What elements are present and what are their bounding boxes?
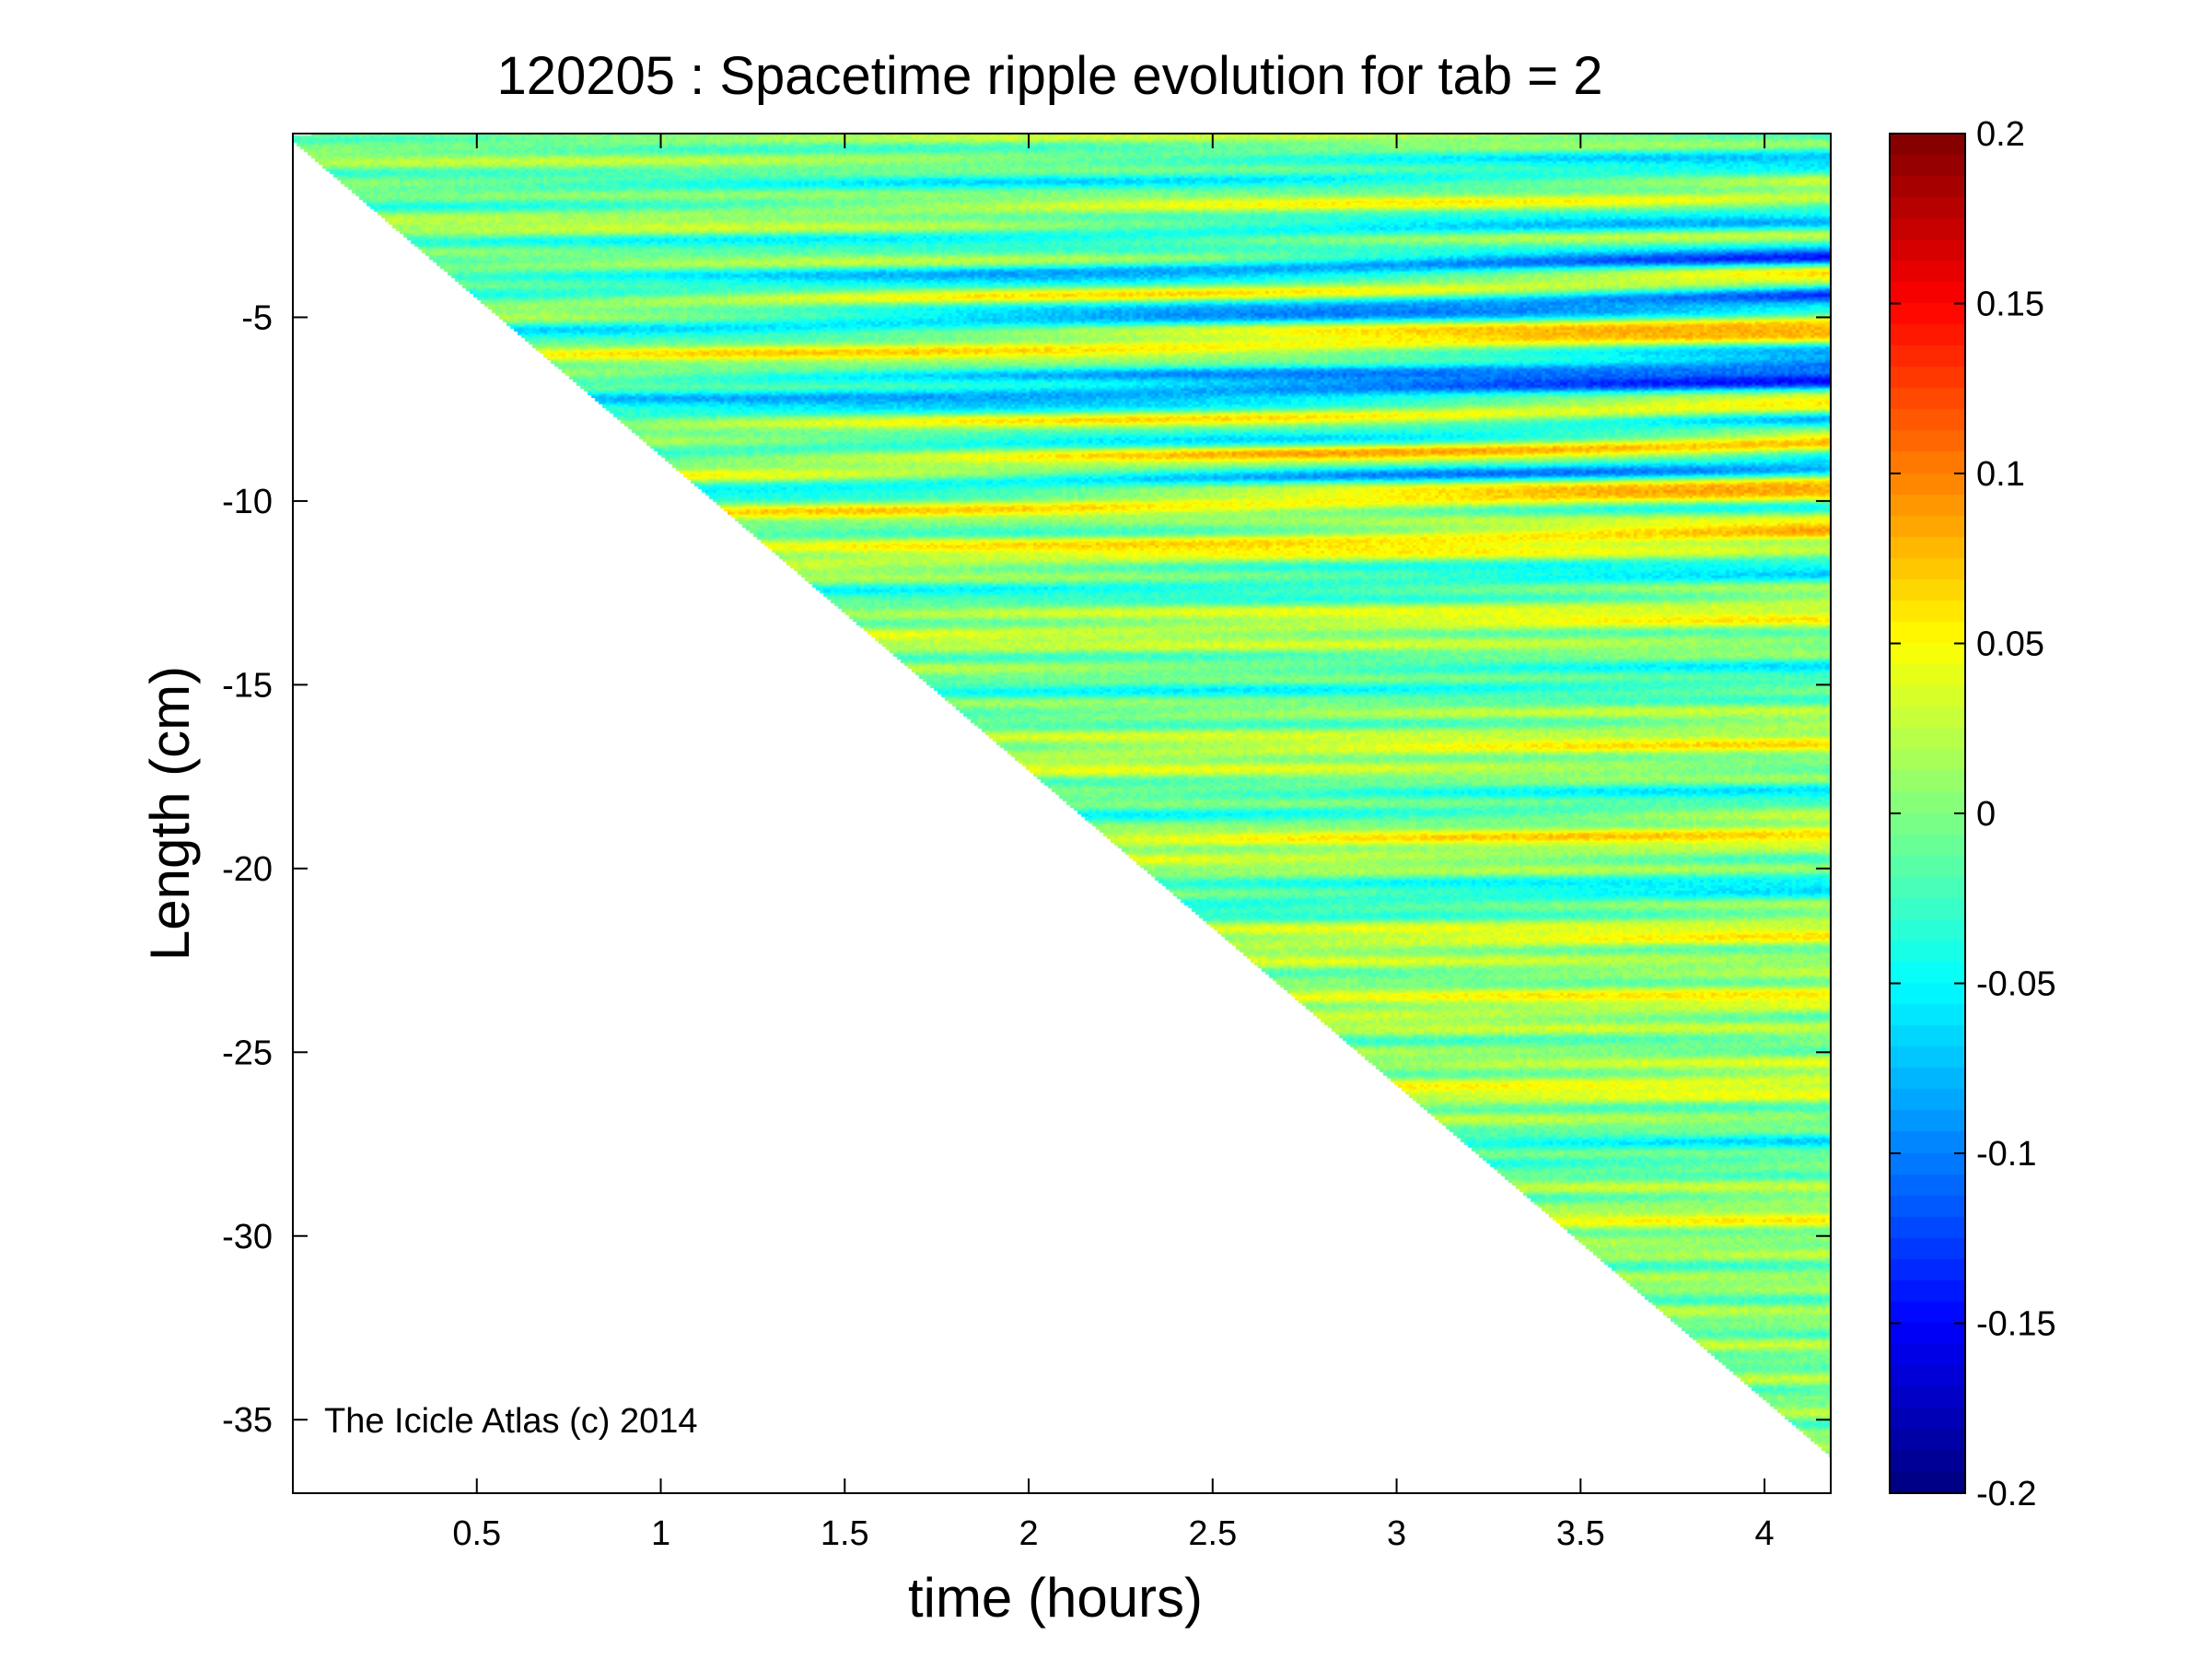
colorbar-tick-label: -0.15 xyxy=(1976,1305,2056,1344)
colorbar-tick-label: -0.05 xyxy=(1976,965,2056,1004)
colorbar-ticks: 0.2 0.15 0.1 0.05 0 -0.05 -0.1 -0.15 -0.2 xyxy=(1890,115,2056,1513)
heatmap-area xyxy=(293,134,1831,1493)
colorbar-tick-label: 0.05 xyxy=(1976,625,2044,664)
y-axis-ticks: -5 -10 -15 -20 -25 -30 -35 xyxy=(222,298,1831,1440)
x-tick-label: 0.5 xyxy=(452,1514,501,1553)
colorbar-tick-label: 0.15 xyxy=(1976,286,2044,324)
colorbar-tick-label: 0.2 xyxy=(1976,115,2025,154)
x-axis-label: time (hours) xyxy=(908,1567,1203,1629)
watermark-text: The Icicle Atlas (c) 2014 xyxy=(324,1402,698,1441)
x-tick-label: 2.5 xyxy=(1188,1514,1237,1553)
y-tick-label: -15 xyxy=(222,666,273,705)
y-tick-label: -35 xyxy=(222,1401,273,1440)
y-tick-label: -30 xyxy=(222,1218,273,1256)
y-tick-label: -25 xyxy=(222,1034,273,1072)
y-axis-label: Length (cm) xyxy=(139,666,201,961)
y-tick-label: -20 xyxy=(222,850,273,889)
x-tick-label: 1.5 xyxy=(821,1514,869,1553)
chart-title: 120205 : Spacetime ripple evolution for … xyxy=(496,46,1602,106)
x-tick-label: 3.5 xyxy=(1556,1514,1605,1553)
colorbar-tick-label: -0.2 xyxy=(1976,1475,2036,1513)
x-tick-label: 1 xyxy=(651,1514,670,1553)
y-tick-label: -10 xyxy=(222,483,273,521)
x-tick-label: 4 xyxy=(1755,1514,1775,1553)
x-tick-label: 3 xyxy=(1387,1514,1406,1553)
colorbar xyxy=(1890,134,1965,1493)
colorbar-tick-label: -0.1 xyxy=(1976,1135,2036,1174)
colorbar-tick-label: 0 xyxy=(1976,795,1996,834)
plot-frame xyxy=(292,133,1832,1494)
x-axis-ticks: 0.5 1 1.5 2 2.5 3 3.5 4 xyxy=(452,134,1775,1553)
y-tick-label: -5 xyxy=(241,298,273,337)
colorbar-tick-label: 0.1 xyxy=(1976,455,2025,494)
x-tick-label: 2 xyxy=(1019,1514,1038,1553)
